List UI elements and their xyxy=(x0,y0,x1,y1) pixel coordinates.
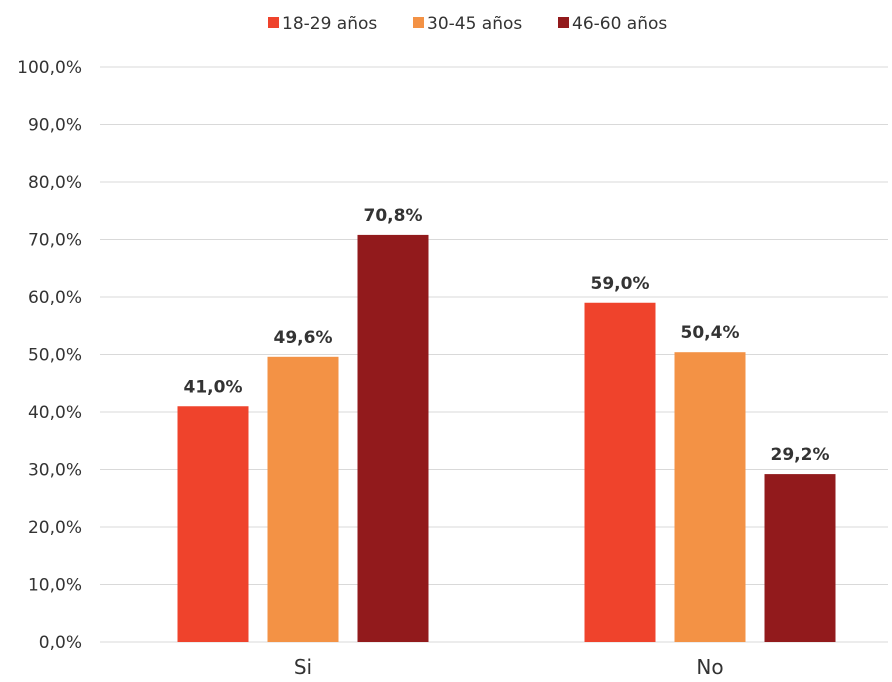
data-label: 50,4% xyxy=(681,323,740,343)
data-label: 59,0% xyxy=(591,274,650,294)
legend-swatch xyxy=(558,17,569,28)
bar xyxy=(764,474,836,642)
y-tick-label: 20,0% xyxy=(28,518,82,538)
data-label: 49,6% xyxy=(274,328,333,348)
y-tick-label: 90,0% xyxy=(28,116,82,136)
data-label: 41,0% xyxy=(184,377,243,397)
bar xyxy=(674,352,746,642)
y-axis-ticks: 0,0% 10,0% 20,0% 30,0% 40,0% 50,0% 60,0% 70,0% 8… xyxy=(17,58,82,653)
bars xyxy=(177,234,836,642)
bar xyxy=(357,234,429,642)
bar xyxy=(584,302,656,642)
y-tick-label: 10,0% xyxy=(28,576,82,596)
x-axis-categories: Si No xyxy=(294,655,724,679)
data-label: 29,2% xyxy=(771,445,830,465)
legend-label: 30-45 años xyxy=(427,14,522,34)
x-category-label: Si xyxy=(294,655,312,679)
y-tick-label: 80,0% xyxy=(28,173,82,193)
x-category-label: No xyxy=(696,655,723,679)
legend-swatch xyxy=(268,17,279,28)
data-label: 70,8% xyxy=(364,206,423,226)
bar xyxy=(177,406,249,642)
y-tick-label: 40,0% xyxy=(28,403,82,423)
y-tick-label: 50,0% xyxy=(28,346,82,366)
y-tick-label: 30,0% xyxy=(28,461,82,481)
legend-label: 46-60 años xyxy=(572,14,667,34)
y-tick-label: 0,0% xyxy=(39,633,82,653)
legend: 18-29 años 30-45 años 46-60 años xyxy=(268,14,667,34)
y-tick-label: 70,0% xyxy=(28,231,82,251)
y-tick-label: 60,0% xyxy=(28,288,82,308)
data-labels: 41,0% 49,6% 70,8% 59,0% 50,4% 29,2% xyxy=(184,206,830,465)
legend-label: 18-29 años xyxy=(282,14,377,34)
legend-swatch xyxy=(413,17,424,28)
y-tick-label: 100,0% xyxy=(17,58,82,78)
bar xyxy=(267,356,339,642)
